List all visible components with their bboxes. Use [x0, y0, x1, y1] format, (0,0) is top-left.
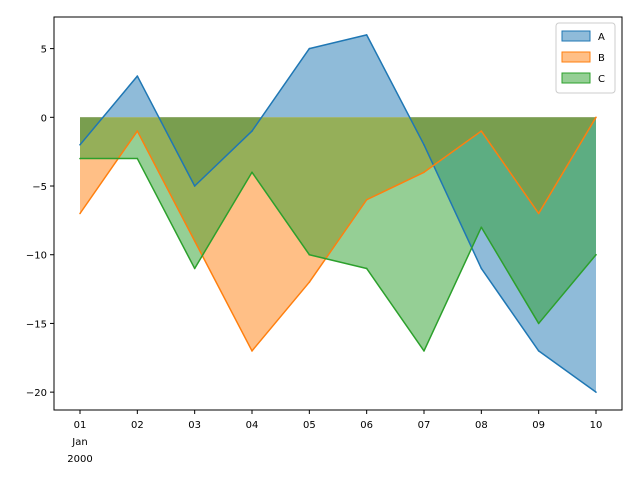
data-point-c-04 — [251, 171, 253, 174]
data-point-b-08 — [480, 130, 483, 132]
data-point-b-06 — [365, 198, 368, 201]
data-point-a-08 — [480, 267, 483, 270]
data-point-a-04 — [251, 130, 253, 132]
data-point-b-02 — [136, 130, 139, 132]
y-tick-label: −5 — [32, 182, 47, 193]
series-areas — [80, 34, 596, 393]
data-point-a-02 — [136, 75, 139, 77]
data-point-b-09 — [537, 212, 540, 215]
data-point-b-10 — [595, 116, 597, 119]
data-point-c-07 — [423, 350, 425, 352]
data-point-c-03 — [193, 267, 196, 270]
series-lines — [79, 34, 597, 393]
x-tick-label: 09 — [532, 420, 545, 431]
x-tick-label: 07 — [418, 420, 431, 431]
legend: ABC — [555, 22, 616, 94]
x-axis-month-label: Jan — [71, 437, 87, 448]
line-series-b — [79, 116, 597, 352]
y-axis: 5 0 −5 −10 −15 −20 — [26, 45, 54, 399]
y-tick-label: −15 — [26, 319, 47, 330]
x-tick-label: 06 — [360, 420, 373, 431]
data-point-a-06 — [365, 34, 368, 36]
x-axis-year-label: 2000 — [67, 454, 92, 465]
x-tick-label: 04 — [246, 420, 259, 431]
data-point-b-01 — [79, 212, 81, 215]
legend-label-c: C — [598, 74, 605, 85]
y-tick-label: 0 — [41, 113, 47, 124]
legend-swatch-b — [561, 51, 591, 63]
data-point-a-01 — [79, 143, 81, 146]
y-tick-label: −10 — [26, 251, 47, 262]
x-tick-label: 05 — [303, 420, 316, 431]
data-point-c-02 — [136, 157, 139, 160]
data-point-c-08 — [480, 226, 483, 229]
data-point-c-10 — [595, 253, 597, 256]
x-tick-label: 03 — [188, 420, 201, 431]
x-tick-label: 02 — [131, 420, 144, 431]
x-tick-label: 08 — [475, 420, 488, 431]
x-tick-label: 10 — [590, 420, 603, 431]
x-tick-label: 01 — [74, 420, 87, 431]
data-point-b-04 — [251, 350, 253, 352]
data-point-c-09 — [537, 322, 540, 325]
data-point-c-01 — [79, 157, 81, 160]
data-point-b-05 — [308, 281, 311, 284]
plot-frame — [53, 16, 623, 411]
y-tick-label: 5 — [41, 45, 47, 56]
legend-label-a: A — [598, 32, 605, 43]
y-tick-label: −20 — [26, 388, 47, 399]
line-series-c — [80, 157, 597, 352]
legend-swatch-c — [561, 72, 591, 84]
legend-swatch-a — [561, 30, 591, 42]
x-axis: Jan 2000 01 02 03 04 05 06 07 08 09 10 — [67, 410, 602, 465]
data-point-b-03 — [193, 240, 196, 242]
data-point-a-09 — [537, 350, 540, 352]
data-point-c-06 — [365, 267, 368, 270]
data-point-a-10 — [595, 391, 597, 393]
area-series-c — [80, 117, 596, 351]
data-point-a-05 — [308, 47, 311, 50]
data-point-b-07 — [423, 171, 425, 174]
data-point-a-03 — [193, 185, 196, 187]
data-point-c-05 — [308, 253, 311, 256]
legend-label-b: B — [598, 53, 605, 64]
line-series-a — [79, 34, 597, 393]
data-point-a-07 — [423, 143, 425, 146]
